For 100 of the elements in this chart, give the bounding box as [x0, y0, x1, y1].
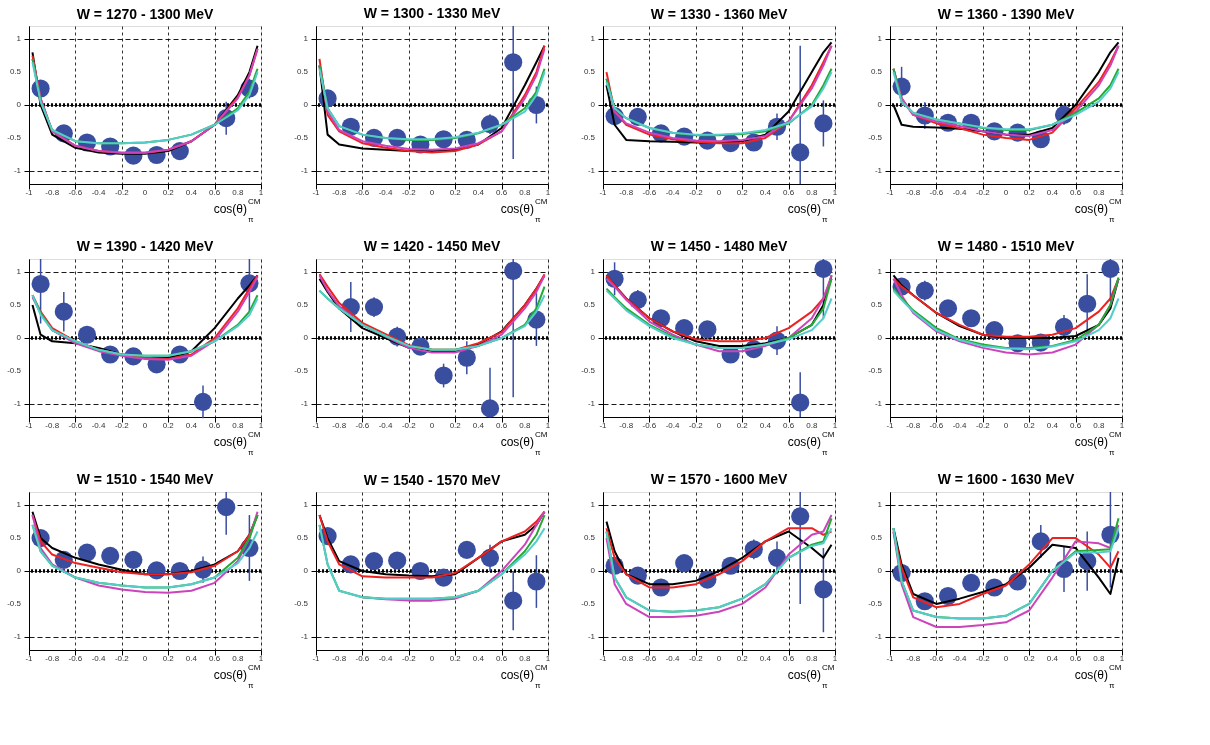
chart-title: W = 1300 - 1330 MeV — [363, 5, 501, 22]
x-tick-label: -1 — [599, 188, 608, 197]
x-tick-label: 0.8 — [1093, 421, 1105, 430]
chart-title: W = 1540 - 1570 MeV — [363, 472, 501, 488]
x-tick-label: 1 — [545, 188, 551, 197]
x-tick-label: -1 — [886, 188, 895, 197]
y-tick-label: -0.5 — [868, 598, 883, 608]
y-tick-label: 0.5 — [583, 67, 596, 77]
x-tick-label: -0.8 — [619, 421, 634, 430]
y-tick-label: 0 — [303, 566, 309, 575]
chart-title: W = 1450 - 1480 MeV — [650, 238, 788, 255]
chart-title: W = 1270 - 1300 MeV — [76, 6, 214, 22]
chart-title: W = 1510 - 1540 MeV — [76, 471, 214, 488]
x-tick-label: 0.4 — [185, 188, 198, 197]
y-tick-label: 0.5 — [870, 67, 883, 77]
y-tick-label: -1 — [874, 631, 883, 641]
y-tick-label: 0.5 — [870, 300, 883, 310]
x-tick-label: 0.8 — [519, 421, 531, 430]
x-tick-label: -0.4 — [665, 421, 681, 430]
y-tick-label: 0 — [877, 100, 883, 109]
y-tick-label: 0.5 — [9, 300, 22, 310]
y-tick-label: -0.5 — [868, 365, 883, 375]
x-tick-label: 0.2 — [449, 421, 462, 430]
x-tick-label: -0.2 — [114, 188, 130, 197]
x-tick-label: -0.2 — [401, 188, 417, 197]
x-tick-label: 0 — [1003, 421, 1009, 430]
y-tick-label: -1 — [587, 165, 596, 175]
y-tick-label: 0 — [16, 566, 22, 575]
x-tick-label: 0.2 — [1023, 421, 1036, 430]
x-tick-label: 0.2 — [1023, 188, 1036, 197]
y-tick-label: -0.5 — [581, 365, 596, 375]
x-tick-label: -1 — [312, 188, 321, 197]
x-tick-label: -0.6 — [355, 654, 370, 663]
x-tick-label: -0.6 — [642, 188, 657, 197]
x-tick-label: 0.4 — [472, 654, 485, 663]
x-tick-label: -0.8 — [45, 654, 60, 663]
y-tick-label: 0 — [877, 333, 883, 342]
x-tick-label: 0.2 — [162, 421, 175, 430]
y-tick-label: 0 — [590, 333, 596, 342]
x-tick-label: 0 — [1003, 188, 1009, 197]
x-tick-label: -0.2 — [114, 421, 130, 430]
x-tick-label: 1 — [258, 654, 264, 663]
x-tick-label: 0.6 — [496, 654, 508, 663]
x-tick-label: -0.6 — [68, 188, 83, 197]
x-tick-label: -0.6 — [642, 421, 657, 430]
x-tick-label: -0.4 — [665, 654, 681, 663]
y-tick-label: 0.5 — [9, 533, 22, 543]
x-tick-label: 0.4 — [759, 654, 772, 663]
y-tick-label: 1 — [590, 267, 596, 277]
x-tick-label: 0 — [716, 188, 722, 197]
y-tick-label: 1 — [877, 34, 883, 44]
chart-title: W = 1330 - 1360 MeV — [650, 6, 788, 22]
x-tick-label: -0.6 — [929, 188, 944, 197]
x-tick-label: -0.6 — [68, 421, 83, 430]
y-tick-label: 1 — [16, 34, 22, 44]
x-tick-label: 0.6 — [1070, 421, 1082, 430]
x-tick-label: 0.2 — [736, 188, 749, 197]
x-tick-label: -1 — [312, 654, 321, 663]
y-tick-label: 0 — [303, 100, 309, 109]
x-tick-label: 0 — [716, 421, 722, 430]
x-tick-label: -0.4 — [665, 188, 681, 197]
x-tick-label: -0.6 — [68, 654, 83, 663]
x-tick-label: -0.4 — [378, 654, 394, 663]
x-tick-label: 1 — [832, 421, 838, 430]
x-tick-label: 0.8 — [232, 188, 244, 197]
x-tick-label: 0.8 — [232, 421, 244, 430]
x-tick-label: 0.4 — [759, 188, 772, 197]
x-tick-label: -0.2 — [688, 421, 704, 430]
x-tick-label: 0.4 — [1046, 654, 1059, 663]
y-tick-label: 0 — [877, 566, 883, 575]
x-tick-label: 0 — [429, 421, 435, 430]
x-tick-label: -0.4 — [952, 421, 968, 430]
y-tick-label: -0.5 — [294, 365, 309, 375]
x-tick-label: 0.6 — [496, 421, 508, 430]
x-tick-label: 0.8 — [1093, 654, 1105, 663]
x-tick-label: -0.2 — [975, 654, 991, 663]
y-tick-label: 1 — [877, 267, 883, 277]
y-tick-label: -1 — [13, 398, 22, 408]
x-tick-label: -0.8 — [45, 421, 60, 430]
x-tick-label: 1 — [545, 654, 551, 663]
y-tick-label: -0.5 — [7, 365, 22, 375]
y-tick-label: -1 — [587, 631, 596, 641]
x-tick-label: -0.8 — [619, 654, 634, 663]
y-tick-label: -0.5 — [868, 132, 883, 142]
x-tick-label: 0.8 — [806, 421, 818, 430]
y-tick-label: 1 — [877, 500, 883, 510]
y-tick-label: 0 — [16, 333, 22, 342]
x-tick-label: -0.2 — [688, 188, 704, 197]
y-tick-label: -1 — [874, 398, 883, 408]
x-tick-label: 0.8 — [232, 654, 244, 663]
x-tick-label: 1 — [1119, 421, 1125, 430]
x-tick-label: 0.2 — [449, 188, 462, 197]
x-tick-label: -0.4 — [91, 421, 107, 430]
x-tick-label: 0.2 — [162, 654, 175, 663]
y-tick-label: 0.5 — [296, 533, 309, 543]
x-tick-label: -0.4 — [91, 654, 107, 663]
x-tick-label: 1 — [1119, 654, 1125, 663]
y-tick-label: -1 — [587, 398, 596, 408]
x-tick-label: 0.4 — [759, 421, 772, 430]
x-tick-label: 0.4 — [1046, 421, 1059, 430]
